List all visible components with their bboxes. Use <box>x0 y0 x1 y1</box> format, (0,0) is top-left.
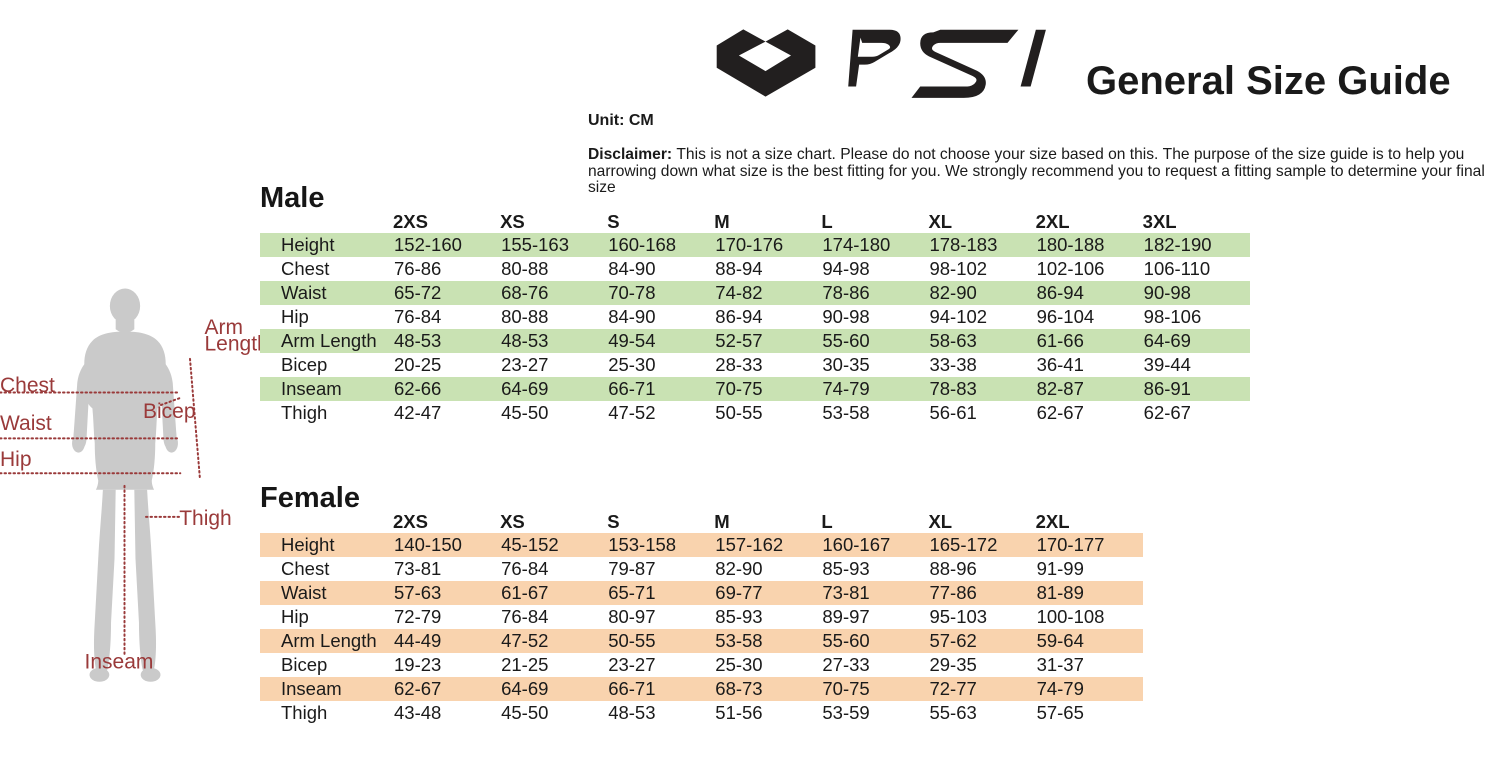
svg-text:Thigh: Thigh <box>179 507 232 530</box>
svg-text:Chest: Chest <box>0 374 55 397</box>
svg-text:Waist: Waist <box>0 412 52 435</box>
svg-text:Length: Length <box>205 332 261 355</box>
svg-text:Inseam: Inseam <box>85 651 154 674</box>
svg-text:Bicep: Bicep <box>143 400 196 423</box>
svg-text:Hip: Hip <box>0 448 32 471</box>
